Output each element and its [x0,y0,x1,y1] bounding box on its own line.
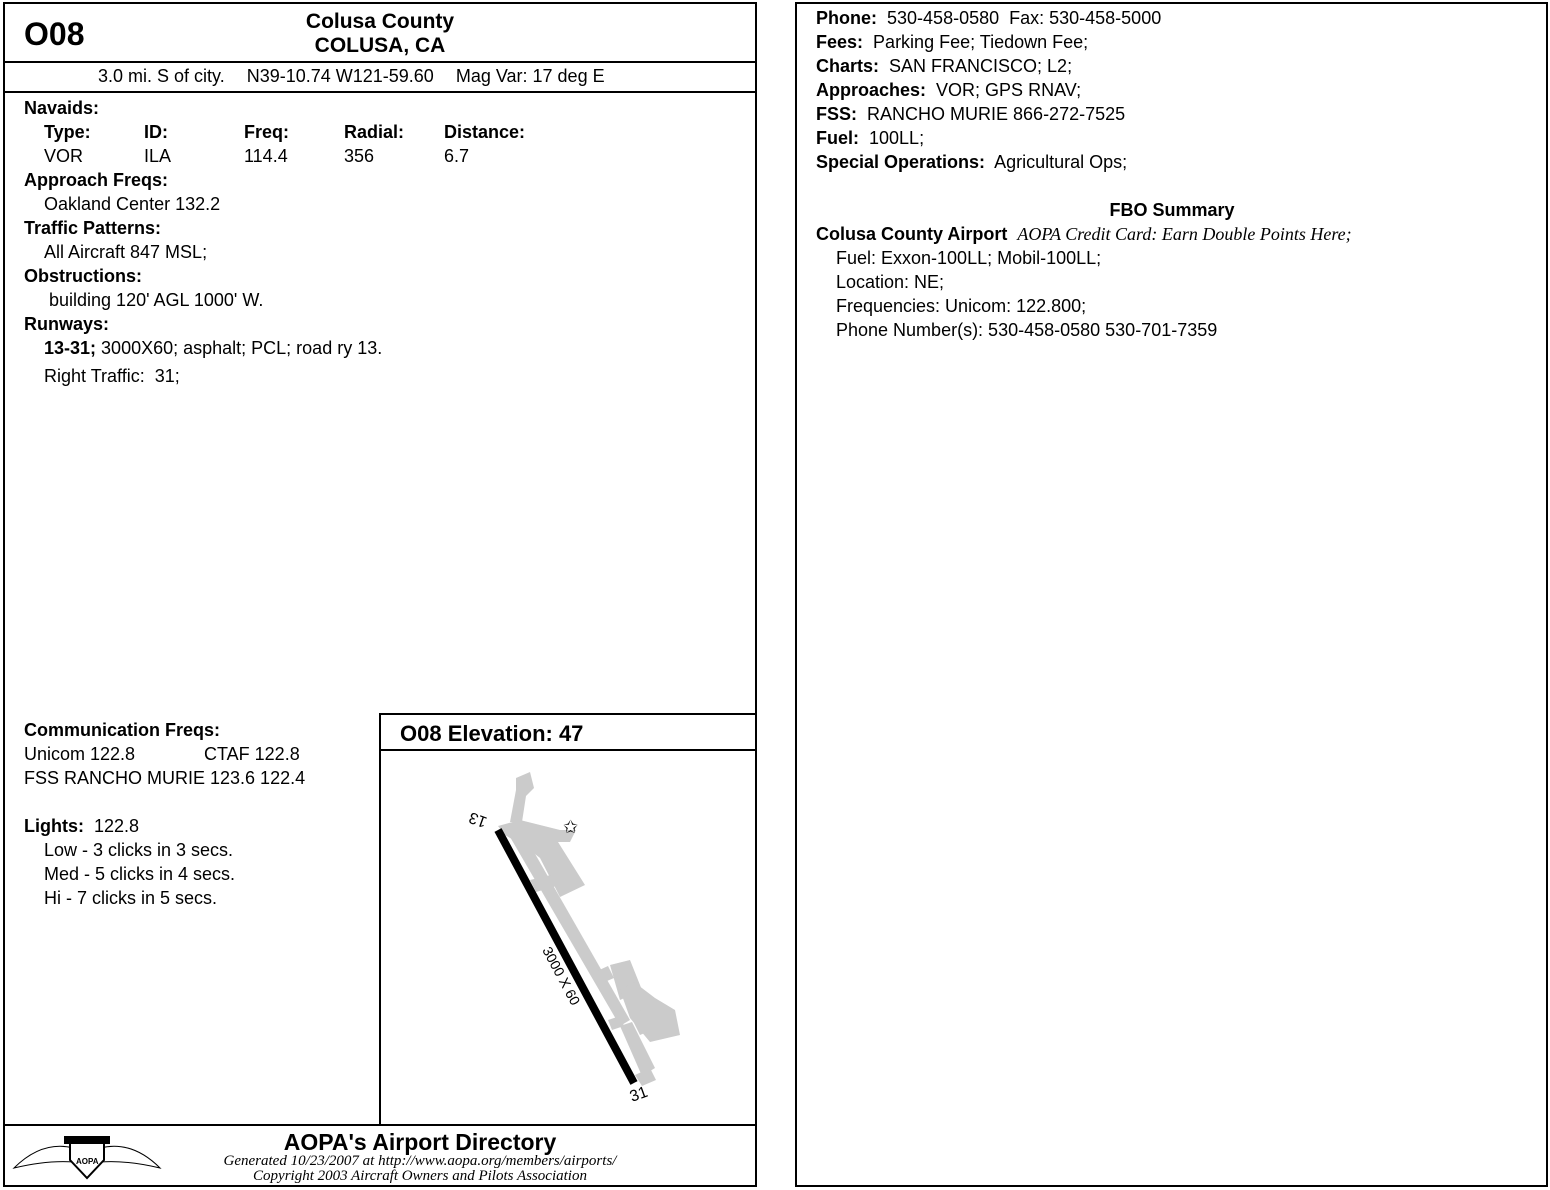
fbo-title: FBO Summary [1109,200,1235,220]
navaid-header-id: ID: [144,122,168,142]
comm-title: Communication Freqs: [24,720,221,740]
comm-unicom: Unicom 122.8 [24,744,136,764]
fbo-fuel: Fuel: Exxon-100LL; Mobil-100LL; [836,248,1102,268]
lights-title: Lights: [24,816,84,836]
lights-low: Low - 3 clicks in 3 secs. [44,840,234,860]
footer-copyright: Copyright 2003 Aircraft Owners and Pilot… [253,1168,587,1184]
mag-var: Mag Var: 17 deg E [455,66,605,86]
obstructions-title: Obstructions: [24,266,143,286]
fuel-line: Fuel: 100LL; [816,128,924,149]
navaid-freq: 114.4 [244,146,288,166]
footer-generated: Generated 10/23/2007 at http://www.aopa.… [223,1153,617,1169]
traffic-title: Traffic Patterns: [24,218,162,238]
phone-line: Phone: 530-458-0580 Fax: 530-458-5000 [816,8,1161,29]
navaid-radial: 356 [344,146,375,166]
taxiways-aprons [498,772,680,1086]
approaches-label: Approaches: [816,80,927,100]
runway-id: 13-31; [44,338,97,358]
charts-label: Charts: [816,56,880,76]
runway-traffic: Right Traffic: 31; [44,366,180,386]
fss-line: FSS: RANCHO MURIE 866-272-7525 [816,104,1125,125]
airport-name: Colusa County [305,10,455,33]
navaid-distance: 6.7 [444,146,470,166]
lights-line: Lights: 122.8 [24,816,139,837]
fees-line: Fees: Parking Fee; Tiedown Fee; [816,32,1088,53]
coordinates: N39-10.74 W121-59.60 [246,66,434,86]
fss-label: FSS: [816,104,858,124]
lights-freq: 122.8 [94,816,140,836]
phone-label: Phone: [816,8,877,28]
comm-fss: FSS RANCHO MURIE 123.6 122.4 [24,768,306,788]
runways-title: Runways: [24,314,110,334]
special-value: Agricultural Ops; [994,152,1128,172]
comm-ctaf: CTAF 122.8 [204,744,300,764]
airport-city: COLUSA, CA [314,34,446,57]
navaid-type: VOR [44,146,84,166]
approaches-line: Approaches: VOR; GPS RNAV; [816,80,1081,101]
navaid-header-radial: Radial: [344,122,405,142]
fbo-name: Colusa County Airport [816,224,1008,244]
navaid-header-type: Type: [44,122,91,142]
runway-desc: 3000X60; asphalt; PCL; road ry 13. [101,338,383,358]
fss-value: RANCHO MURIE 866-272-7525 [867,104,1126,124]
fbo-location: Location: NE; [836,272,945,292]
charts-value: SAN FRANCISCO; L2; [889,56,1073,76]
left-panel [3,2,757,1187]
approach-value: Oakland Center 132.2 [44,194,221,214]
location-line: 3.0 mi. S of city. N39-10.74 W121-59.60 Ma… [98,66,605,87]
fbo-frequencies: Frequencies: Unicom: 122.800; [836,296,1087,316]
airport-id: O08 [24,16,85,52]
airport-diagram [379,713,757,1126]
fees-value: Parking Fee; Tiedown Fee; [873,32,1089,52]
navaid-header-distance: Distance: [444,122,526,142]
runway-end-13: 13 [467,808,490,830]
lights-med: Med - 5 clicks in 4 secs. [44,864,236,884]
approach-title: Approach Freqs: [24,170,169,190]
elevation-title: O08 Elevation: 47 [400,721,584,746]
special-line: Special Operations: Agricultural Ops; [816,152,1127,173]
charts-line: Charts: SAN FRANCISCO; L2; [816,56,1072,77]
aopa-logo: AOPA [12,1136,162,1180]
obstructions-value: building 120' AGL 1000' W. [49,290,264,310]
footer-title: AOPA's Airport Directory [283,1129,557,1155]
traffic-value: All Aircraft 847 MSL; [44,242,208,262]
runway [494,828,638,1085]
beacon-icon: ✩ [563,817,578,837]
phone-value: 530-458-0580 Fax: 530-458-5000 [887,8,1162,28]
fees-label: Fees: [816,32,864,52]
fbo-note: AOPA Credit Card: Earn Double Points Her… [1017,224,1352,244]
navaid-header-freq: Freq: [244,122,289,142]
runway-end-31: 31 [628,1084,651,1106]
approaches-value: VOR; GPS RNAV; [936,80,1082,100]
fbo-phone: Phone Number(s): 530-458-0580 530-701-73… [836,320,1218,340]
location: 3.0 mi. S of city. [98,66,225,86]
fbo-line: Colusa County Airport AOPA Credit Card: … [816,224,1352,245]
runway-line: 13-31; 3000X60; asphalt; PCL; road ry 13… [44,338,382,359]
lights-hi: Hi - 7 clicks in 5 secs. [44,888,218,908]
fuel-label: Fuel: [816,128,859,148]
logo-text: AOPA [76,1157,99,1166]
fuel-value: 100LL; [869,128,925,148]
navaids-title: Navaids: [24,98,100,118]
runway-diagram: 13 31 3000 X 60 ✩ [467,772,680,1106]
special-label: Special Operations: [816,152,986,172]
right-panel [795,2,1548,1187]
navaid-id: ILA [144,146,172,166]
